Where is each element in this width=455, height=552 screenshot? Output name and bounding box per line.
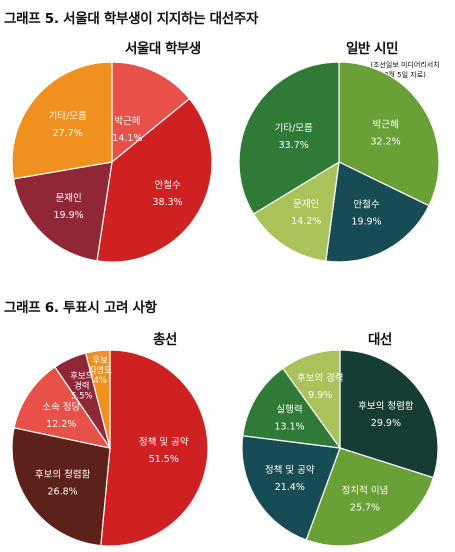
slice-category-label: 정치적 이념: [342, 485, 389, 497]
slice-category-label: 기타/모름: [275, 123, 313, 134]
pie-label-기타-모름: 기타/모름 33.7%: [275, 123, 313, 151]
pie-label-박근혜: 박근혜 14.1%: [112, 115, 142, 144]
pie-slice-안철수: [96, 97, 213, 263]
pie-slice-후보의-경력: [282, 349, 341, 450]
slice-value-label: 5.5%: [71, 392, 93, 402]
pie-label-문재인: 문재인 19.9%: [54, 193, 84, 221]
slice-value-label: 19.9%: [351, 217, 381, 228]
pie-label-실행력: 실행력 13.1%: [274, 403, 304, 432]
pie-slice-박근혜: [111, 61, 191, 164]
pie3-title: 총선: [153, 332, 177, 348]
slice-value-label: 12.2%: [46, 419, 76, 430]
slice-category-label: 실행력: [276, 403, 302, 415]
pie-slice-실행력: [242, 367, 342, 449]
source-note-line1: (조선일보 미디어리서치: [370, 61, 440, 69]
pie-slice-후보의-청렴함: [11, 427, 111, 547]
pie-slice-정책-및-공약: [100, 349, 209, 547]
slice-value-label: 14.2%: [291, 216, 321, 227]
pie-label-후보의-경력: 후보의 경력 9.9%: [297, 372, 344, 401]
pie-chart-seoul-students: 박근혜 14.1% 안철수 38.3% 문재인 19.9% 기타/모름 27.7%: [11, 61, 213, 263]
slice-category-label: 소속 정당: [42, 402, 80, 413]
pie-slice-기타-모름: [11, 61, 113, 180]
pie-slice-문재인: [12, 161, 113, 262]
pie-slice-정책-및-공약: [241, 435, 341, 541]
slice-value-label: 26.8%: [48, 486, 78, 497]
slice-value-label: 13.1%: [274, 421, 304, 432]
pie-label-후보의-경력: 후보의 경력 5.5%: [70, 371, 93, 402]
pie1-title: 서울대 학부생: [125, 41, 201, 57]
graph6-title: 그래프 6. 투표시 고려 사항: [4, 300, 157, 316]
pie-label-문재인: 문재인 14.2%: [291, 199, 321, 227]
slice-category-label: 후보의 청렴함: [358, 400, 414, 412]
slice-value-label: 19.9%: [54, 210, 84, 221]
slice-category-label: 지명도: [88, 365, 112, 376]
pie-slice-후보-지명도: [84, 349, 111, 449]
slice-value-label: 4%: [93, 376, 107, 386]
graph5-title: 그래프 5. 서울대 학부생이 지지하는 대선주자: [4, 11, 259, 27]
pie-slice-정치적-이념: [305, 447, 435, 547]
pie-chart-presidential-election: 후보의 청렴함 29.9% 정치적 이념 25.7% 정책 및 공약 21.4% 실행력 13…: [241, 349, 439, 547]
pie-slice-문재인: [252, 160, 340, 262]
pie4-title: 대선: [368, 332, 392, 348]
pie-slice-소속-정당: [13, 366, 112, 449]
slice-value-label: 9.9%: [308, 390, 332, 401]
slice-value-label: 21.4%: [275, 482, 305, 493]
slice-category-label: 정책 및 공약: [265, 464, 315, 476]
slice-value-label: 32.2%: [371, 136, 401, 147]
slice-category-label: 정책 및 공약: [139, 436, 189, 448]
pie-label-정책-및-공약: 정책 및 공약 21.4%: [265, 464, 315, 493]
pie-label-소속-정당: 소속 정당 12.2%: [42, 402, 80, 430]
source-note-line2: 3월 5일 자료): [384, 71, 426, 79]
pie-label-안철수: 안철수 38.3%: [153, 180, 183, 208]
pie-label-안철수: 안철수 19.9%: [351, 200, 381, 228]
slice-value-label: 25.7%: [350, 503, 380, 514]
slice-category-label: 경력: [74, 381, 90, 392]
pie-slice-박근혜: [338, 61, 440, 207]
source-note: (조선일보 미디어리서치 3월 5일 자료): [360, 60, 450, 80]
slice-category-label: 박근혜: [372, 118, 398, 130]
slice-category-label: 후보: [92, 356, 108, 366]
pie-label-정치적-이념: 정치적 이념 25.7%: [342, 485, 389, 514]
pie-label-후보의-청렴함: 후보의 청렴함 29.9%: [358, 400, 414, 429]
slice-value-label: 14.1%: [112, 133, 142, 144]
slice-value-label: 51.5%: [149, 454, 179, 465]
pie-chart-general-public: 박근혜 32.2% 안철수 19.9% 문재인 14.2% 기타/모름 33.7%: [238, 61, 440, 263]
pie-label-정책-및-공약: 정책 및 공약 51.5%: [139, 436, 189, 465]
slice-category-label: 안철수: [154, 180, 180, 191]
slice-category-label: 후보의 청렴함: [35, 468, 91, 480]
slice-category-label: 기타/모름: [49, 111, 87, 122]
slice-value-label: 33.7%: [279, 140, 309, 151]
pie-slice-후보의-청렴함: [339, 349, 439, 479]
slice-category-label: 후보의: [70, 371, 93, 382]
pie-slice-안철수: [325, 161, 430, 263]
slice-value-label: 27.7%: [53, 128, 83, 139]
pie-label-박근혜: 박근혜 32.2%: [371, 118, 401, 147]
slice-category-label: 문재인: [55, 193, 81, 204]
pie-label-후보-지명도: 후보 지명도 4%: [88, 356, 112, 386]
slice-value-label: 29.9%: [371, 418, 401, 429]
pie2-title: 일반 시민: [346, 41, 398, 57]
pie-chart-general-election: 정책 및 공약 51.5% 후보의 청렴함 26.8% 소속 정당 12.2% 후보의 경력 5…: [11, 349, 209, 547]
pie-label-기타-모름: 기타/모름 27.7%: [49, 111, 87, 139]
pie-slice-기타-모름: [238, 61, 340, 215]
slice-category-label: 문재인: [293, 199, 319, 210]
slice-category-label: 안철수: [353, 200, 379, 211]
slice-category-label: 박근혜: [114, 115, 140, 127]
slice-value-label: 38.3%: [153, 197, 183, 208]
pie-label-후보의-청렴함: 후보의 청렴함 26.8%: [35, 468, 91, 497]
slice-category-label: 후보의 경력: [297, 372, 344, 384]
